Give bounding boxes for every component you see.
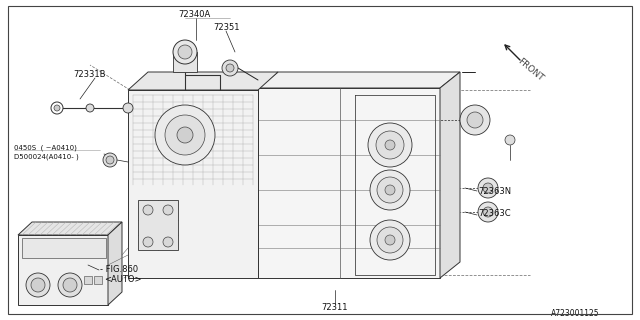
Circle shape bbox=[460, 105, 490, 135]
Text: A723001125: A723001125 bbox=[550, 308, 599, 317]
Polygon shape bbox=[94, 276, 102, 284]
Circle shape bbox=[385, 235, 395, 245]
Polygon shape bbox=[108, 222, 122, 305]
Circle shape bbox=[63, 278, 77, 292]
Polygon shape bbox=[258, 72, 460, 88]
Circle shape bbox=[368, 123, 412, 167]
Circle shape bbox=[385, 185, 395, 195]
Circle shape bbox=[31, 278, 45, 292]
Circle shape bbox=[58, 273, 82, 297]
Text: FRONT: FRONT bbox=[516, 57, 545, 83]
Polygon shape bbox=[173, 52, 197, 72]
Text: 72340A: 72340A bbox=[178, 10, 211, 19]
Circle shape bbox=[106, 156, 114, 164]
Circle shape bbox=[177, 127, 193, 143]
Polygon shape bbox=[128, 72, 278, 90]
Circle shape bbox=[505, 135, 515, 145]
Text: 0450S  ( ~A0410): 0450S ( ~A0410) bbox=[14, 145, 77, 151]
Circle shape bbox=[376, 131, 404, 159]
Polygon shape bbox=[138, 200, 178, 250]
Circle shape bbox=[163, 205, 173, 215]
Polygon shape bbox=[18, 235, 108, 305]
Text: 72351: 72351 bbox=[213, 22, 239, 31]
Polygon shape bbox=[22, 238, 106, 258]
Polygon shape bbox=[84, 276, 92, 284]
Circle shape bbox=[370, 170, 410, 210]
Circle shape bbox=[178, 45, 192, 59]
Circle shape bbox=[226, 64, 234, 72]
Polygon shape bbox=[128, 90, 258, 278]
Circle shape bbox=[385, 140, 395, 150]
Circle shape bbox=[54, 105, 60, 111]
Circle shape bbox=[483, 183, 493, 193]
Circle shape bbox=[163, 237, 173, 247]
Polygon shape bbox=[258, 88, 440, 278]
Circle shape bbox=[51, 102, 63, 114]
Circle shape bbox=[123, 103, 133, 113]
Polygon shape bbox=[440, 72, 460, 278]
Text: - FIG.860: - FIG.860 bbox=[100, 266, 138, 275]
Text: 72311: 72311 bbox=[322, 303, 348, 313]
Circle shape bbox=[103, 153, 117, 167]
Circle shape bbox=[377, 227, 403, 253]
Circle shape bbox=[86, 104, 94, 112]
Circle shape bbox=[467, 112, 483, 128]
Text: 72331B: 72331B bbox=[73, 69, 106, 78]
Text: 72363C: 72363C bbox=[478, 209, 511, 218]
Circle shape bbox=[370, 220, 410, 260]
Circle shape bbox=[173, 40, 197, 64]
Circle shape bbox=[26, 273, 50, 297]
Circle shape bbox=[377, 177, 403, 203]
Circle shape bbox=[222, 60, 238, 76]
Text: 72363N: 72363N bbox=[478, 187, 511, 196]
Polygon shape bbox=[18, 222, 122, 235]
Circle shape bbox=[143, 237, 153, 247]
Circle shape bbox=[478, 202, 498, 222]
Text: <AUTO>: <AUTO> bbox=[104, 275, 141, 284]
Circle shape bbox=[483, 207, 493, 217]
Circle shape bbox=[165, 115, 205, 155]
Circle shape bbox=[478, 178, 498, 198]
Circle shape bbox=[155, 105, 215, 165]
Circle shape bbox=[143, 205, 153, 215]
Text: D500024(A0410- ): D500024(A0410- ) bbox=[14, 154, 79, 160]
